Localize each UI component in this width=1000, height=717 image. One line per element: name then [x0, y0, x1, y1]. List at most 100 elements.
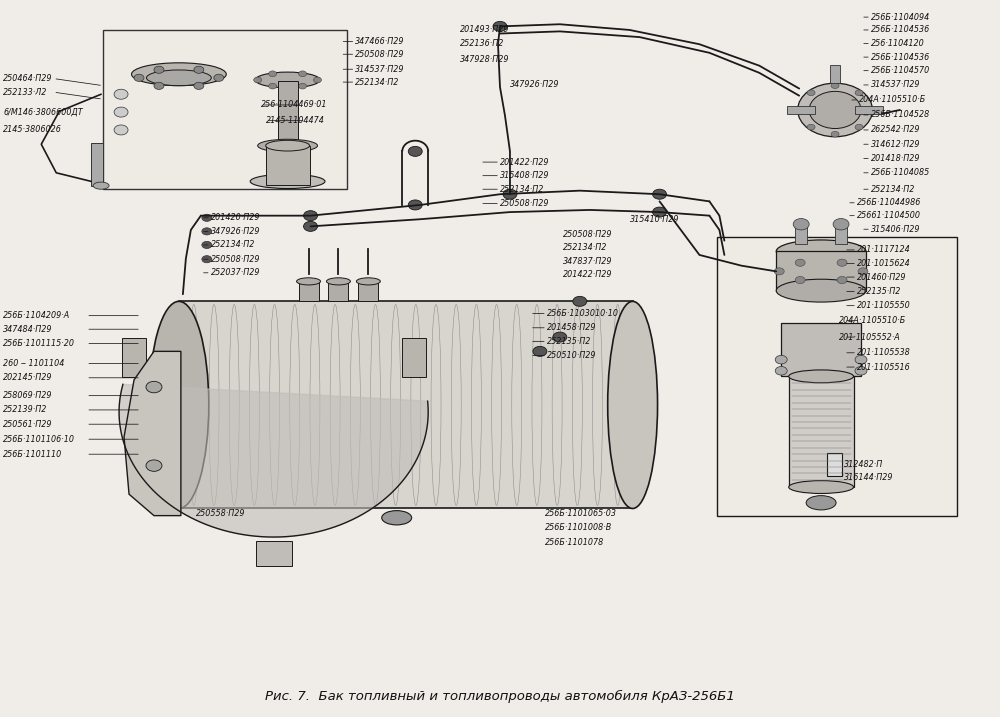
Text: 250558·П29: 250558·П29 — [196, 509, 245, 518]
Ellipse shape — [132, 63, 226, 85]
Circle shape — [831, 131, 839, 137]
Text: 250508·П29: 250508·П29 — [500, 199, 550, 208]
Circle shape — [299, 83, 307, 89]
Ellipse shape — [297, 277, 320, 285]
Circle shape — [865, 107, 873, 113]
Circle shape — [146, 381, 162, 393]
Text: 347928·П29: 347928·П29 — [460, 54, 510, 64]
Text: 204А·1105510·Б: 204А·1105510·Б — [839, 316, 906, 325]
Text: 256Б·1104094: 256Б·1104094 — [871, 13, 930, 22]
Text: 258069·П29: 258069·П29 — [3, 391, 53, 400]
Circle shape — [795, 259, 805, 266]
Circle shape — [269, 83, 277, 89]
Ellipse shape — [326, 277, 350, 285]
Circle shape — [855, 356, 867, 364]
Circle shape — [653, 207, 667, 217]
Text: 256Б·1104570: 256Б·1104570 — [871, 66, 930, 75]
Circle shape — [855, 124, 863, 130]
Text: 250508·П29: 250508·П29 — [211, 255, 260, 264]
Text: 252134·П2: 252134·П2 — [500, 185, 544, 194]
Bar — [256, 541, 292, 566]
Ellipse shape — [149, 301, 209, 508]
Circle shape — [493, 22, 507, 32]
Circle shape — [553, 332, 567, 342]
Text: 252133·Л2: 252133·Л2 — [3, 87, 48, 97]
Text: 252134·П2: 252134·П2 — [355, 77, 400, 87]
Text: 256Б·1101106·10: 256Б·1101106·10 — [3, 435, 75, 444]
Bar — [855, 106, 883, 113]
Text: 260 ‒ 1101104: 260 ‒ 1101104 — [3, 359, 65, 368]
Text: 347926·П29: 347926·П29 — [211, 227, 260, 236]
Text: 201·1105550: 201·1105550 — [857, 301, 911, 310]
Bar — [103, 30, 347, 189]
Text: 256Б·1101065·03: 256Б·1101065·03 — [545, 509, 617, 518]
Bar — [276, 146, 300, 180]
Bar — [787, 106, 815, 113]
Text: 256Б·1104528: 256Б·1104528 — [871, 110, 930, 120]
Text: 256Б·1104085: 256Б·1104085 — [871, 168, 930, 177]
Circle shape — [775, 356, 787, 364]
Bar — [717, 237, 957, 516]
Bar — [122, 338, 146, 377]
Circle shape — [831, 82, 839, 88]
Text: 252139·П2: 252139·П2 — [3, 405, 48, 414]
Text: 315410·П29: 315410·П29 — [630, 215, 679, 224]
Text: 252135·П2: 252135·П2 — [547, 337, 591, 346]
Circle shape — [503, 189, 517, 199]
Text: 250561·П29: 250561·П29 — [3, 419, 53, 429]
FancyBboxPatch shape — [179, 301, 633, 508]
Bar — [91, 143, 103, 186]
Circle shape — [807, 90, 815, 95]
Circle shape — [797, 107, 805, 113]
Circle shape — [573, 296, 587, 306]
Ellipse shape — [806, 495, 836, 510]
Bar — [827, 453, 842, 476]
Text: 256Б·1103010·10: 256Б·1103010·10 — [547, 309, 619, 318]
Circle shape — [533, 346, 547, 356]
Text: 347926·П29: 347926·П29 — [510, 80, 559, 90]
Text: 201422·П29: 201422·П29 — [500, 158, 550, 166]
Text: 314537·П29: 314537·П29 — [355, 65, 405, 74]
Circle shape — [194, 82, 204, 90]
Bar — [835, 224, 847, 244]
Circle shape — [202, 242, 212, 249]
Circle shape — [114, 107, 128, 117]
Text: 250464·П29: 250464·П29 — [3, 74, 53, 83]
Text: 201·1105552·А: 201·1105552·А — [839, 333, 901, 341]
Text: 250508·П29: 250508·П29 — [355, 49, 405, 59]
Ellipse shape — [798, 83, 872, 137]
Circle shape — [408, 146, 422, 156]
Text: 201·1105538: 201·1105538 — [857, 348, 911, 357]
Circle shape — [254, 77, 262, 82]
Text: 256Б·1104209·А: 256Б·1104209·А — [3, 311, 71, 320]
Circle shape — [269, 71, 277, 77]
Ellipse shape — [789, 370, 854, 383]
Circle shape — [194, 66, 204, 73]
Bar — [830, 65, 840, 82]
Circle shape — [775, 366, 787, 375]
Bar — [266, 146, 310, 185]
Circle shape — [314, 77, 321, 82]
Text: 347484·П29: 347484·П29 — [3, 325, 53, 333]
Ellipse shape — [146, 70, 211, 85]
Circle shape — [837, 277, 847, 284]
Bar — [402, 338, 426, 377]
Text: 201493·П29: 201493·П29 — [460, 26, 510, 34]
Circle shape — [774, 267, 784, 275]
Circle shape — [154, 66, 164, 73]
Text: 2145·3806026: 2145·3806026 — [3, 125, 62, 135]
Text: 262542·П29: 262542·П29 — [871, 125, 920, 135]
Circle shape — [202, 228, 212, 235]
Text: 315406·П29: 315406·П29 — [871, 224, 920, 234]
Ellipse shape — [266, 141, 310, 151]
Ellipse shape — [776, 279, 866, 302]
Text: 201458·П29: 201458·П29 — [547, 323, 596, 332]
Circle shape — [855, 90, 863, 95]
Circle shape — [304, 222, 318, 232]
Text: 256Б·1101008·В: 256Б·1101008·В — [545, 523, 612, 532]
Circle shape — [833, 219, 849, 230]
Ellipse shape — [255, 72, 320, 87]
Text: 201460·П29: 201460·П29 — [857, 272, 907, 282]
Circle shape — [653, 189, 667, 199]
Ellipse shape — [258, 139, 318, 152]
